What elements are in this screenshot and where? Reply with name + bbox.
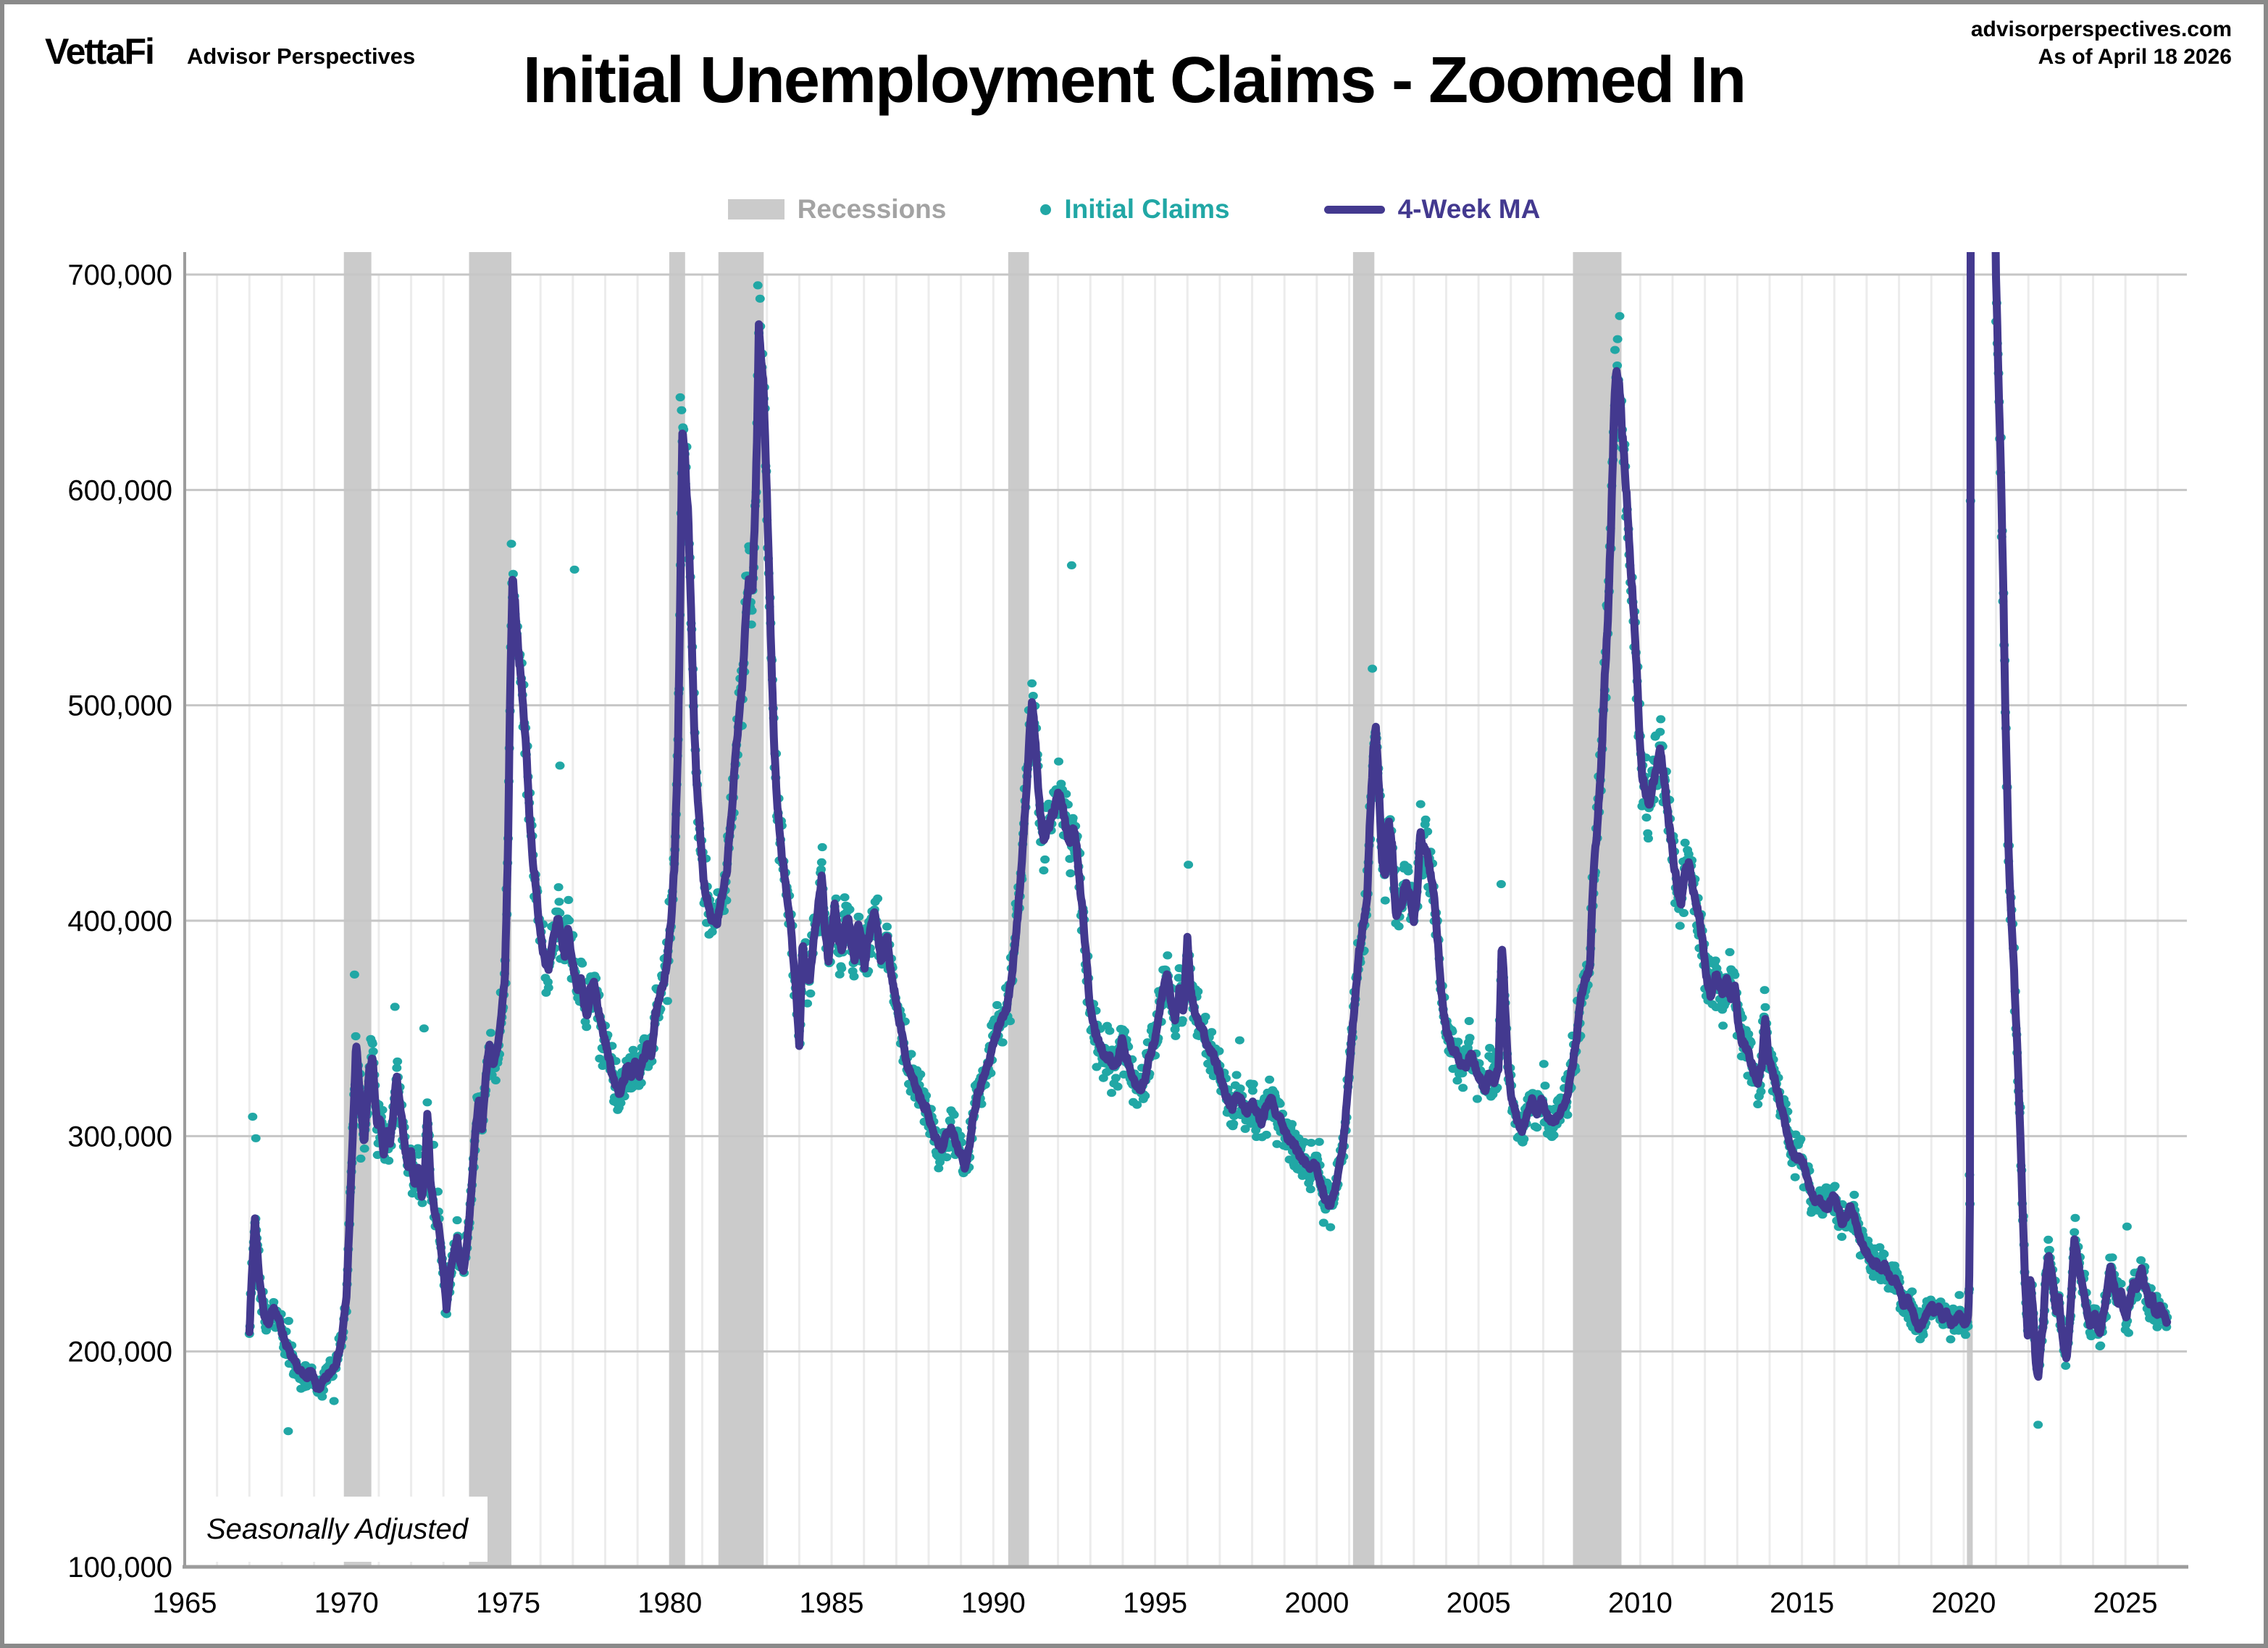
x-tick-label: 2010 bbox=[1608, 1587, 1673, 1619]
x-tick-label: 2020 bbox=[1931, 1587, 1996, 1619]
x-tick-label: 1975 bbox=[476, 1587, 540, 1619]
x-tick-label: 2025 bbox=[2093, 1587, 2158, 1619]
x-tick-label: 1965 bbox=[153, 1587, 217, 1619]
x-tick-label: 2005 bbox=[1447, 1587, 1511, 1619]
vettafi-logo: VettaFi bbox=[45, 31, 155, 72]
claims-dot-icon bbox=[1040, 204, 1052, 215]
four-week-ma-line bbox=[245, 252, 2172, 1394]
x-tick-label: 1970 bbox=[314, 1587, 379, 1619]
as-of-date: As of April 18 2026 bbox=[2038, 45, 2232, 69]
brand-text: Advisor Perspectives bbox=[186, 43, 416, 69]
legend: Recessions Initial Claims 4-Week MA bbox=[4, 194, 2264, 225]
y-tick-label: 400,000 bbox=[67, 905, 172, 937]
recession-swatch-icon bbox=[727, 199, 784, 219]
legend-item-recessions: Recessions bbox=[727, 194, 947, 225]
x-tick-label: 1990 bbox=[961, 1587, 1026, 1619]
legend-label-recessions: Recessions bbox=[797, 194, 947, 224]
y-tick-label: 200,000 bbox=[67, 1337, 172, 1368]
x-tick-label: 1995 bbox=[1123, 1587, 1187, 1619]
legend-item-initial-claims: Initial Claims bbox=[1040, 194, 1230, 225]
y-tick-label: 700,000 bbox=[67, 259, 172, 291]
recession-band bbox=[343, 252, 372, 1567]
header-left: VettaFi Advisor Perspectives bbox=[45, 30, 415, 72]
y-tick-label: 500,000 bbox=[67, 690, 172, 722]
claims-chart: 1965 1970 1975 1980 1985 1990 1995 2000 2005 2010… bbox=[67, 252, 2188, 1619]
page-title: Initial Unemployment Claims - Zoomed In bbox=[522, 44, 1746, 117]
legend-item-4-week-ma: 4-Week MA bbox=[1323, 194, 1541, 225]
recession-bands bbox=[343, 252, 1973, 1567]
y-tick-label: 300,000 bbox=[67, 1121, 172, 1153]
site-url: advisorperspectives.com bbox=[1970, 17, 2232, 41]
axes bbox=[183, 252, 2188, 1569]
x-tick-label: 1980 bbox=[637, 1587, 702, 1619]
y-tick-label: 100,000 bbox=[67, 1552, 172, 1584]
legend-label-4-week-ma: 4-Week MA bbox=[1397, 194, 1541, 224]
ma-line-icon bbox=[1323, 205, 1385, 214]
x-tick-label: 2000 bbox=[1284, 1587, 1349, 1619]
y-axis-labels: 100,000 200,000 300,000 400,000 500,000 600,0… bbox=[67, 259, 172, 1584]
major-horizontal-gridlines bbox=[185, 273, 2187, 1353]
initial-claims-dots bbox=[244, 281, 2172, 1436]
legend-label-initial-claims: Initial Claims bbox=[1064, 194, 1230, 224]
header-right: advisorperspectives.com As of April 18 2… bbox=[1971, 16, 2232, 71]
y-tick-label: 600,000 bbox=[67, 474, 172, 506]
seasonally-adjusted-note: Seasonally Adjusted bbox=[187, 1497, 488, 1562]
x-tick-label: 2015 bbox=[1770, 1587, 1834, 1619]
x-tick-label: 1985 bbox=[800, 1587, 864, 1619]
x-axis-labels: 1965 1970 1975 1980 1985 1990 1995 2000 2005 2010… bbox=[153, 1587, 2158, 1619]
